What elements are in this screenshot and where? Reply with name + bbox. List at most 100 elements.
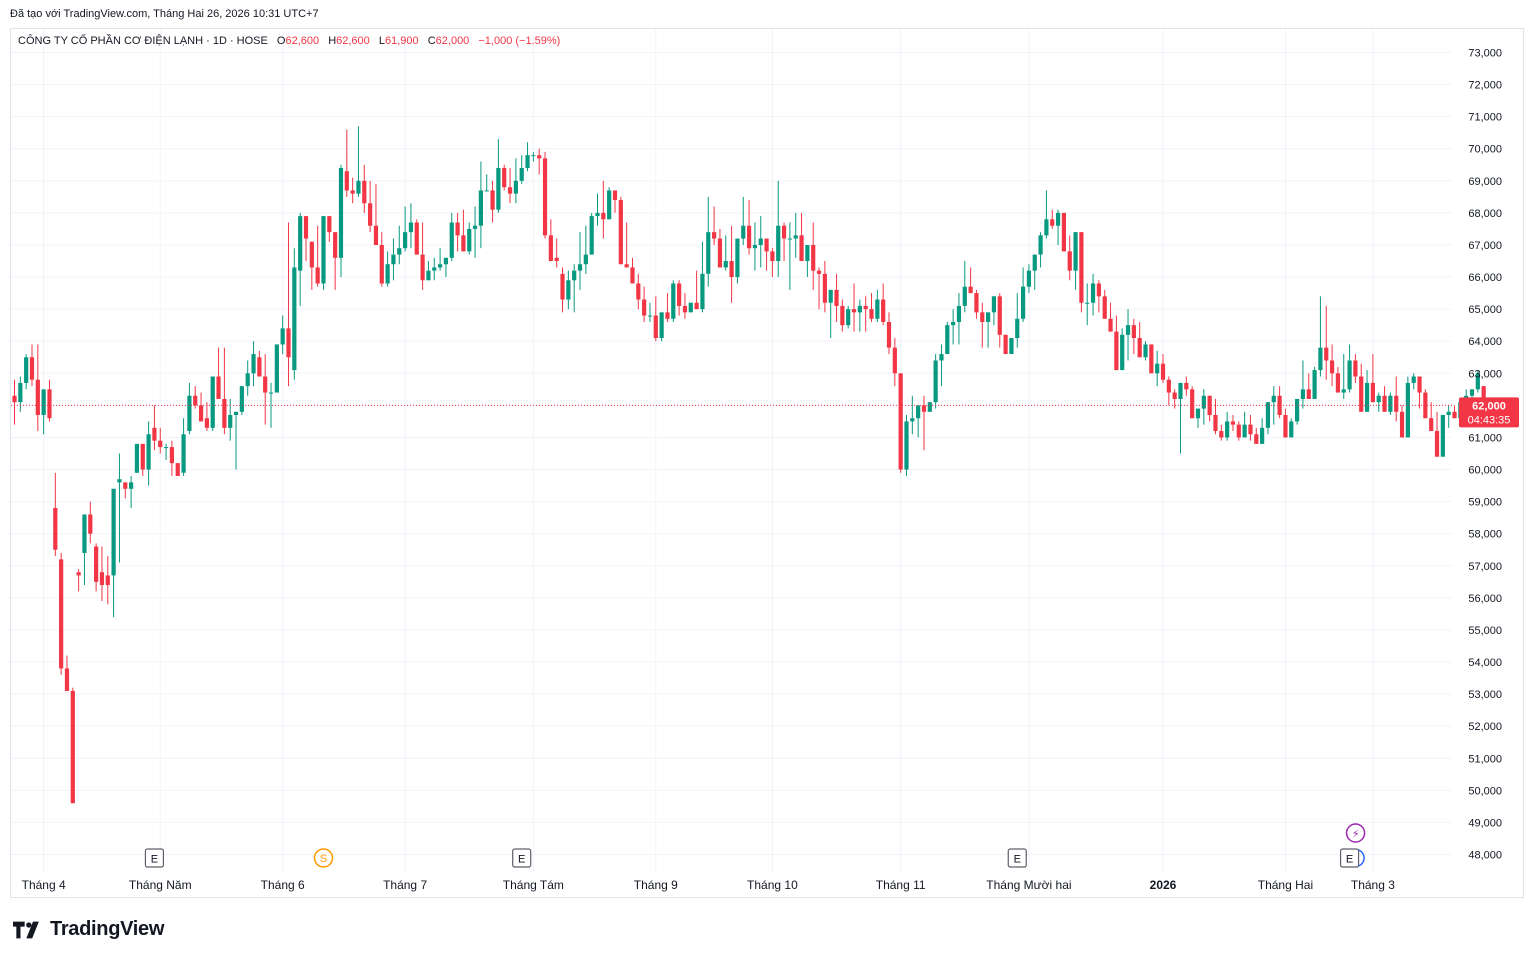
candle-body [1283, 415, 1288, 438]
legend-symbol: CÔNG TY CỔ PHẦN CƠ ĐIỆN LẠNH · 1D · HOSE [18, 35, 268, 47]
candle-body [187, 395, 192, 432]
last-price-tag: 62,000 04:43:35 [11, 397, 1519, 428]
candle-body [1248, 424, 1253, 435]
time-tick-label: Tháng Mười hai [986, 878, 1071, 892]
candle-body [414, 222, 419, 255]
candle-body [1394, 395, 1399, 412]
candle-body [735, 238, 740, 278]
candle-body [548, 235, 553, 262]
candle-body [59, 559, 64, 669]
candle-body [513, 180, 518, 194]
candle-body [1102, 296, 1107, 319]
price-tick-label: 70,000 [1468, 144, 1502, 156]
candle-body [1242, 424, 1247, 438]
candle-body [1353, 360, 1358, 377]
time-tick-label: Tháng 6 [261, 878, 305, 892]
candle-body [1411, 376, 1416, 383]
price-tick-label: 53,000 [1468, 689, 1502, 701]
legend-low-label: L [378, 35, 385, 47]
candle-body [776, 225, 781, 262]
candle-body [245, 373, 250, 387]
candle-body [64, 668, 70, 691]
candle-body [1201, 395, 1206, 409]
tradingview-logo[interactable]: TradingView [12, 918, 164, 941]
candle-body [344, 171, 349, 191]
candle-body [869, 309, 874, 319]
candle-body [665, 312, 670, 319]
candle-body [1289, 421, 1294, 438]
candles-layer [12, 126, 1486, 804]
candle-body [729, 261, 734, 278]
candle-body [1149, 344, 1154, 374]
candle-body [846, 309, 851, 326]
time-tick-label: Tháng 7 [383, 878, 427, 892]
candle-body [1160, 363, 1166, 380]
candle-body [886, 321, 892, 348]
candle-body [309, 241, 314, 268]
candle-body [484, 190, 489, 192]
time-axis: Tháng 4 Tháng Năm Tháng 6 Tháng 7 Tháng Tám T… [22, 878, 1396, 892]
candle-body [420, 254, 425, 281]
time-tick-label: Tháng 9 [634, 878, 678, 892]
candle-body [437, 264, 443, 268]
candle-body [163, 447, 169, 449]
candle-body [193, 395, 198, 406]
candle-body [1067, 251, 1072, 271]
price-tick-label: 57,000 [1468, 561, 1502, 573]
candle-body [146, 434, 151, 470]
candle-body [968, 286, 973, 294]
candle-body [1184, 382, 1189, 390]
candle-body [741, 225, 746, 239]
earnings-icon-label: E [518, 854, 525, 866]
candle-body [1225, 421, 1230, 438]
candle-body [18, 382, 23, 403]
candle-body [531, 155, 536, 157]
candle-body [1236, 424, 1241, 438]
candle-body [152, 427, 157, 441]
price-axis: 48,000 49,000 50,000 51,000 52,000 53,000 54,0… [1468, 48, 1502, 862]
candle-body [1341, 389, 1346, 393]
candle-body [216, 376, 221, 399]
candle-body [327, 216, 332, 233]
candle-body [257, 357, 262, 377]
candle-body [210, 376, 215, 428]
candle-body [397, 248, 402, 255]
candle-body [1434, 431, 1440, 457]
price-tick-label: 51,000 [1468, 753, 1502, 765]
candle-body [904, 421, 909, 470]
price-tick-label: 63,000 [1468, 368, 1502, 380]
candle-body [449, 222, 454, 258]
flash-icon [1345, 823, 1366, 843]
candle-body [1446, 411, 1451, 416]
earnings-icon [1007, 848, 1027, 868]
legend-close-value: 62,000 [435, 35, 470, 47]
time-tick-label: Tháng Tám [503, 878, 564, 892]
last-price-value: 62,000 [1472, 400, 1506, 412]
candle-body [105, 575, 110, 586]
candle-body [898, 373, 903, 470]
chart-frame[interactable] [10, 28, 1524, 898]
event-markers: E S E E E ⚡ [144, 823, 1366, 868]
candle-body [881, 299, 886, 322]
candle-body [1038, 235, 1043, 255]
candle-body [607, 190, 612, 220]
price-tick-label: 65,000 [1468, 304, 1502, 316]
time-tick-label: Tháng 4 [22, 878, 66, 892]
candle-body [1055, 212, 1061, 226]
candle-body [47, 389, 52, 419]
candle-body [41, 389, 46, 416]
candle-body [338, 167, 344, 258]
candle-body [991, 296, 997, 313]
candle-body [70, 690, 75, 804]
candle-body [706, 232, 711, 274]
candle-body [921, 405, 927, 412]
candle-body [1318, 347, 1323, 371]
candle-body [537, 155, 542, 159]
candle-body [525, 155, 530, 168]
candle-body [519, 167, 524, 181]
candle-body [53, 508, 58, 550]
last-price-badge [1459, 397, 1519, 428]
candle-body [746, 225, 752, 249]
time-tick-label: Tháng 3 [1351, 878, 1395, 892]
